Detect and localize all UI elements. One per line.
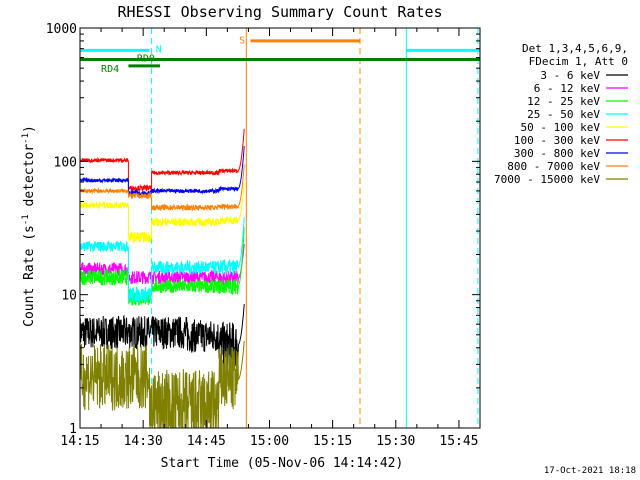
- plot-area: N S RD0 RD4: [79, 28, 480, 429]
- y-tick-label-2: 100: [54, 155, 77, 170]
- plot-frame: [79, 27, 481, 429]
- attenuator-label-0: N: [156, 45, 162, 56]
- legend-header-detectors: Det 1,3,4,5,6,9,: [522, 42, 628, 55]
- x-tick-labels: 14:15 14:30 14:45 15:00 15:15 15:30 15:45: [60, 434, 478, 449]
- legend-label-1: 6 - 12 keV: [534, 82, 601, 95]
- legend-label-8: 7000 - 15000 keV: [494, 173, 600, 186]
- x-tick-label-2: 14:45: [187, 434, 226, 449]
- series-line-6: [79, 146, 245, 197]
- legend-label-5: 100 - 300 keV: [514, 134, 600, 147]
- legend-label-7: 800 - 7000 keV: [507, 160, 600, 173]
- x-tick-label-3: 15:00: [250, 434, 289, 449]
- y-axis-label: Count Rate (s-1 detector-1): [21, 125, 37, 327]
- x-tick-label-5: 15:30: [376, 434, 415, 449]
- legend-label-6: 300 - 800 keV: [514, 147, 600, 160]
- series-line-3: [79, 217, 245, 304]
- generation-timestamp: 17-Oct-2021 18:18: [543, 466, 636, 476]
- x-tick-label-0: 14:15: [60, 434, 99, 449]
- x-tick-label-6: 15:45: [439, 434, 478, 449]
- legend-label-0: 3 - 6 keV: [540, 69, 600, 82]
- legend-header-decimation: FDecim 1, Att 0: [529, 55, 628, 68]
- decimation-label-0: RD0: [137, 54, 155, 65]
- attenuator-label-2: S: [239, 35, 245, 46]
- y-tick-labels: 1 10 100 1000: [46, 22, 77, 437]
- series-line-5: [79, 128, 245, 193]
- legend-label-4: 50 - 100 keV: [521, 121, 601, 134]
- legend-label-3: 25 - 50 keV: [527, 108, 600, 121]
- series-line-2: [79, 227, 245, 306]
- x-tick-label-1: 14:30: [124, 434, 163, 449]
- y-tick-label-0: 1: [69, 422, 77, 437]
- series-line-4: [79, 181, 245, 243]
- y-tick-label-1: 10: [61, 289, 77, 304]
- decimation-label-1: RD4: [101, 64, 119, 75]
- chart-title: RHESSI Observing Summary Count Rates: [117, 3, 442, 21]
- legend: Det 1,3,4,5,6,9, FDecim 1, Att 0 3 - 6 k…: [494, 42, 628, 186]
- x-tick-label-4: 15:15: [313, 434, 352, 449]
- series-line-7: [79, 164, 245, 212]
- axis-ticks: [79, 27, 481, 429]
- legend-label-2: 12 - 25 keV: [527, 95, 600, 108]
- series-line-8: [79, 340, 245, 429]
- y-tick-label-3: 1000: [46, 22, 77, 37]
- x-axis-label: Start Time (05-Nov-06 14:14:42): [161, 456, 404, 471]
